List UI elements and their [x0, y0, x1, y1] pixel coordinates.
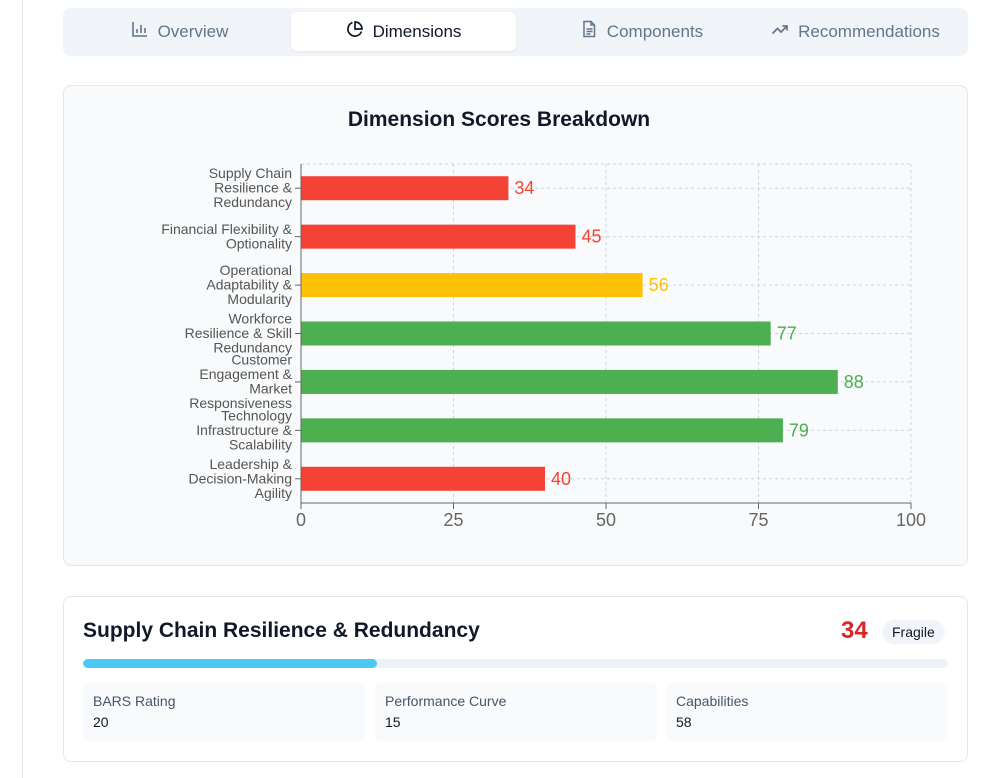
data-label: 77 — [777, 324, 797, 344]
bar — [301, 321, 771, 346]
x-tick-label: 0 — [296, 510, 306, 530]
data-label: 56 — [649, 275, 669, 295]
tab-dimensions-label: Dimensions — [372, 21, 462, 41]
tab-recommendations[interactable]: Recommendations — [753, 12, 958, 51]
tab-overview-label: Overview — [157, 21, 229, 41]
status-badge: Fragile — [882, 620, 945, 644]
category-label: Operational Adaptability & Modularity — [206, 262, 292, 307]
dimension-title: Supply Chain Resilience & Redundancy — [83, 619, 480, 642]
metric-label: Capabilities — [676, 693, 749, 709]
category-label: Technology Infrastructure & Scalability — [196, 407, 292, 452]
metric-value: 15 — [385, 714, 401, 730]
metric-bars-rating: BARS Rating 20 — [83, 683, 365, 741]
metric-value: 58 — [676, 714, 692, 730]
category-label: Leadership & Decision-Making Agility — [189, 456, 293, 501]
tab-dimensions[interactable]: Dimensions — [291, 12, 516, 51]
score-progress-fill — [83, 659, 378, 668]
tab-bar: Overview Dimensions Components Recommend… — [63, 8, 968, 56]
bar — [301, 418, 783, 443]
document-icon — [580, 20, 598, 43]
data-label: 45 — [582, 227, 602, 247]
tab-overview[interactable]: Overview — [69, 12, 290, 51]
x-tick-label: 50 — [596, 510, 616, 530]
category-label: Supply Chain Resilience & Redundancy — [209, 165, 293, 210]
left-divider — [22, 0, 23, 778]
bar — [301, 369, 838, 394]
metric-label: Performance Curve — [385, 693, 507, 709]
metric-performance-curve: Performance Curve 15 — [375, 683, 657, 741]
bar — [301, 176, 509, 201]
category-label: Workforce Resilience & Skill Redundancy — [185, 311, 293, 356]
data-label: 88 — [844, 372, 864, 392]
bar — [301, 224, 576, 249]
metric-value: 20 — [93, 714, 109, 730]
bar — [301, 466, 545, 491]
dimension-score: 34 — [841, 617, 868, 644]
x-tick-label: 100 — [896, 510, 926, 530]
chart-title: Dimension Scores Breakdown — [347, 108, 651, 131]
trending-up-icon — [771, 20, 789, 43]
data-label: 40 — [551, 469, 571, 489]
data-label: 79 — [789, 420, 809, 440]
tab-components[interactable]: Components — [529, 12, 754, 51]
x-tick-label: 75 — [748, 510, 768, 530]
score-progress-bar — [83, 659, 948, 668]
metric-label: BARS Rating — [93, 693, 176, 709]
x-tick-label: 25 — [443, 510, 463, 530]
data-label: 34 — [514, 178, 534, 198]
metric-capabilities: Capabilities 58 — [666, 683, 948, 741]
pie-chart-icon — [346, 20, 364, 43]
bar — [301, 273, 643, 298]
category-label: Customer Engagement & Market Responsiveness — [189, 352, 292, 412]
bar-chart-icon — [131, 20, 149, 43]
tab-components-label: Components — [606, 21, 704, 41]
category-label: Financial Flexibility & Optionality — [161, 221, 292, 252]
tab-recommendations-label: Recommendations — [798, 21, 940, 41]
